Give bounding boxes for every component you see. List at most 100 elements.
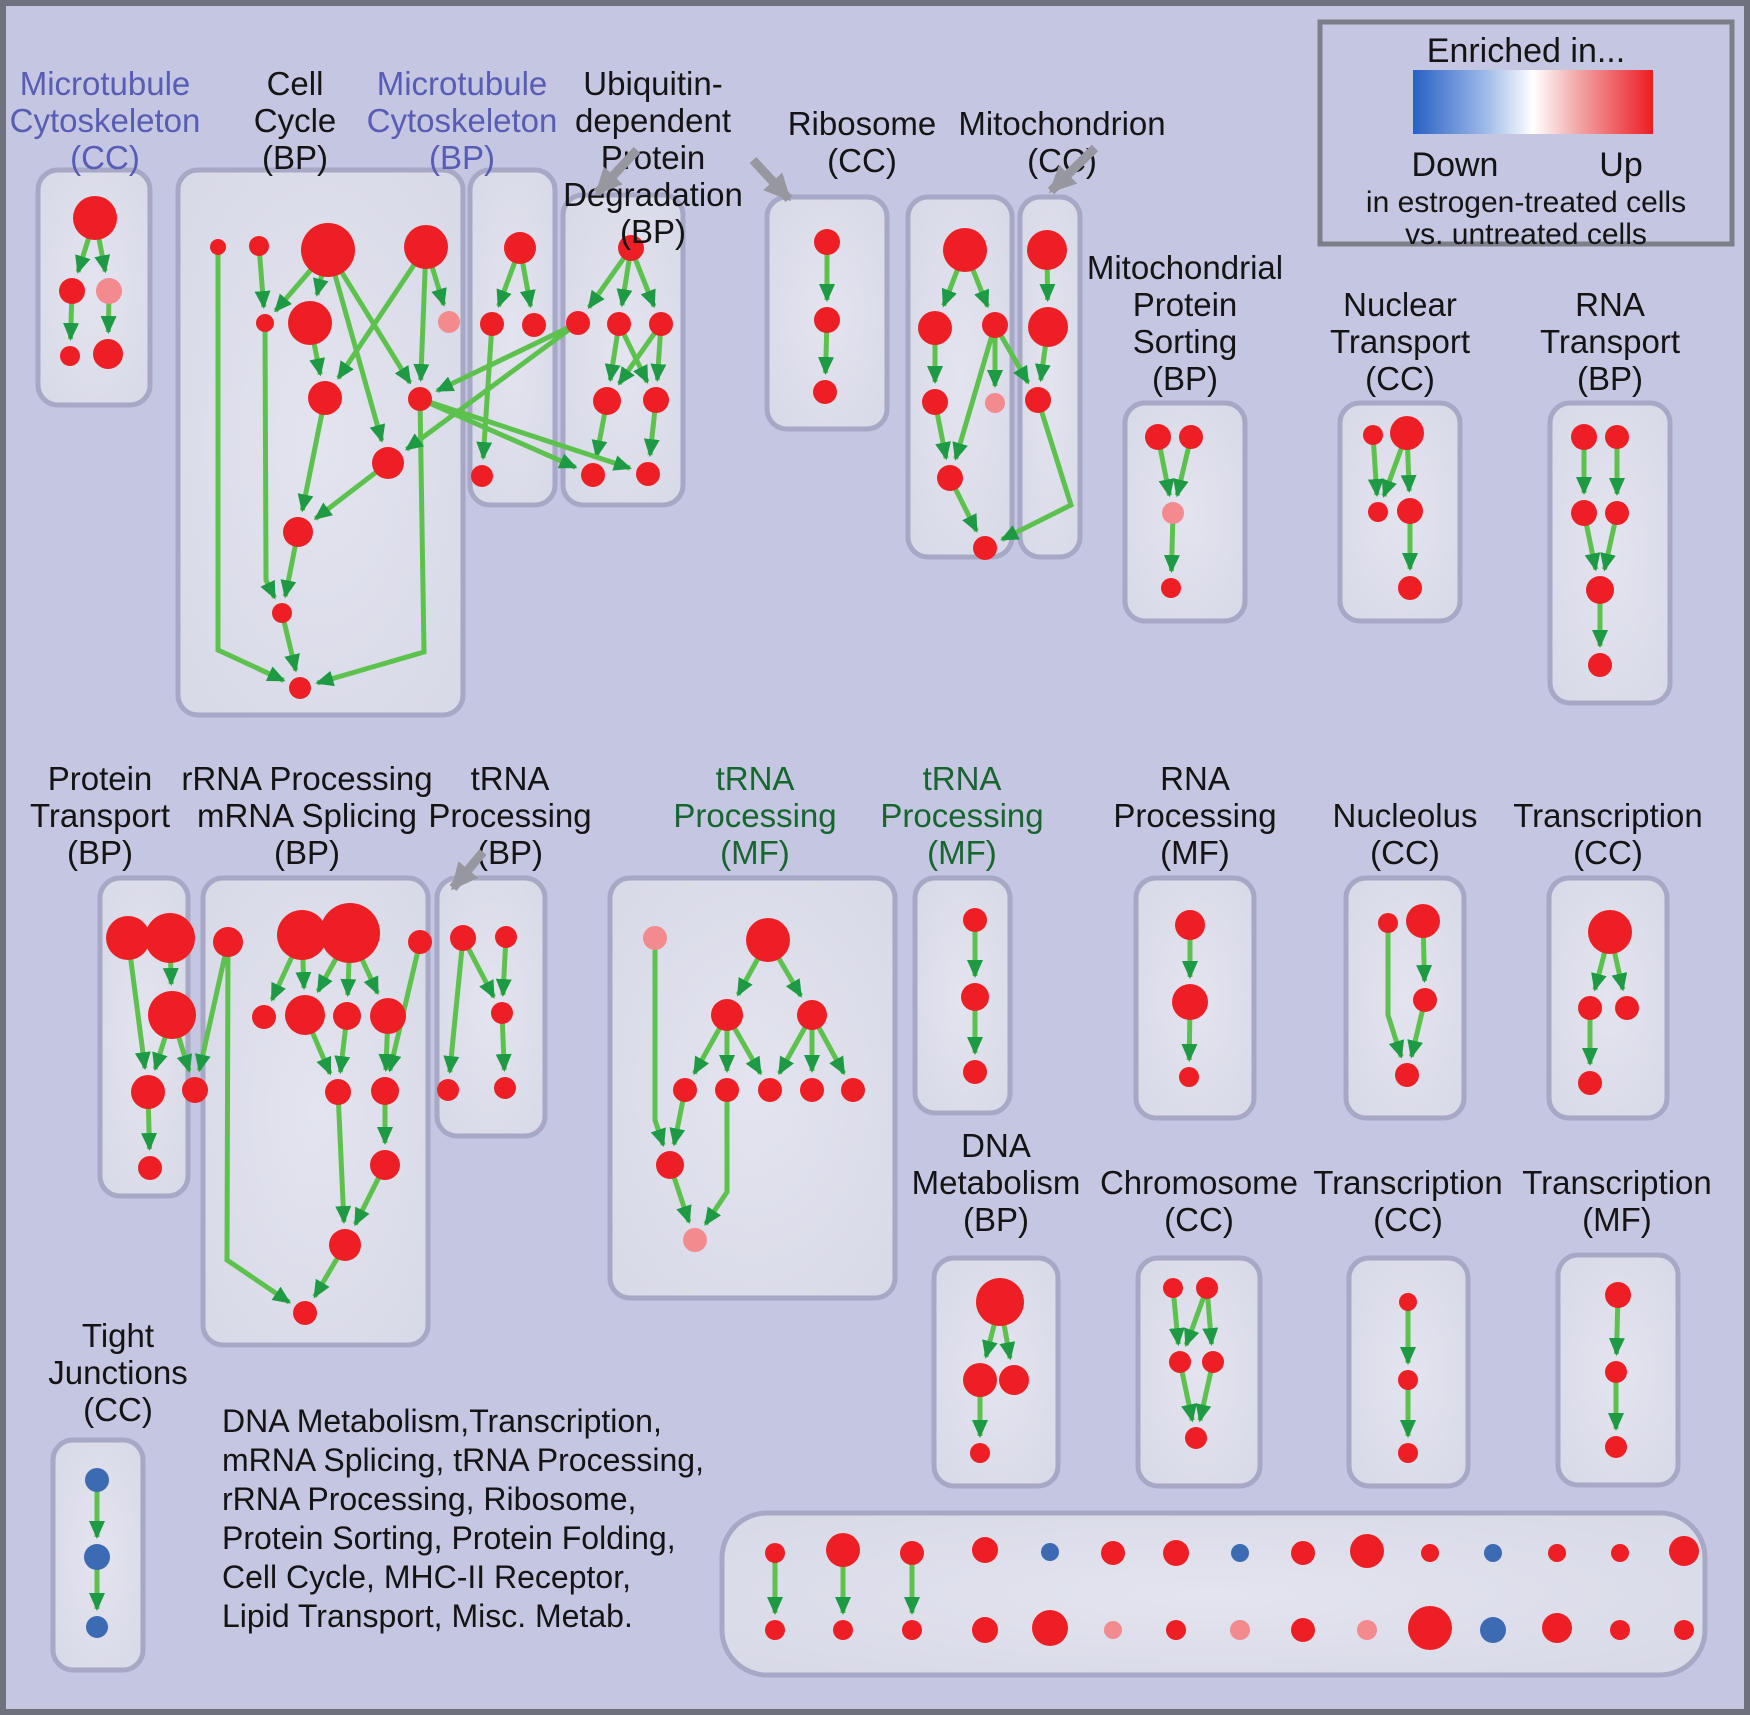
go-term-node [636,462,660,486]
go-term-node [1484,1544,1502,1562]
go-term-node [765,1543,785,1563]
go-term-node [1231,1544,1249,1562]
go-term-node [1605,425,1629,449]
go-term-node [182,1077,208,1103]
go-term-node [1398,1370,1418,1390]
edge-arrow [435,320,580,394]
go-term-node [643,387,669,413]
go-term-node [277,910,327,960]
cluster-label-rrna-processing-mrna-splicing-bp: rRNA Processing mRNA Splicing (BP) [181,760,432,871]
go-term-node [289,677,311,699]
go-term-node [1398,1443,1418,1463]
go-term-node [325,1079,351,1105]
go-term-node [814,307,840,333]
go-term-node [1104,1621,1122,1639]
go-term-node [902,1620,922,1640]
go-term-node [963,908,987,932]
edge-arrow [385,941,423,1073]
edge-arrow [413,246,430,383]
cluster-label-trna-processing-bp: tRNA Processing (BP) [428,760,591,871]
go-term-node [943,228,987,272]
cluster-label-microtubule-cytoskeleton-bp: Microtubule Cytoskeleton (BP) [367,65,558,176]
go-term-node [1571,500,1597,526]
go-term-node [1166,1620,1186,1640]
go-term-node [937,465,963,491]
legend-subtitle-line1: in estrogen-treated cells [1366,186,1686,219]
go-term-node [213,927,243,957]
legend-gradient-bar [1413,70,1653,134]
go-term-node [372,447,404,479]
go-term-node [1588,653,1612,677]
go-term-node [1175,910,1205,940]
go-term-node [976,1278,1024,1326]
go-term-node [1291,1541,1315,1565]
go-term-node [1605,1436,1627,1458]
go-term-node [333,1002,361,1030]
cluster-label-mitochondrion-cc: Mitochondrion (CC) [958,105,1165,179]
go-term-node [480,312,504,336]
go-term-node [1027,230,1067,270]
edge-arrow [1385,923,1405,1059]
go-term-node [1480,1617,1506,1643]
go-term-node [1163,1540,1189,1566]
go-term-node [272,603,292,623]
cluster-box-cell-cycle-bp [175,167,466,718]
cluster-label-nucleolus-cc: Nucleolus (CC) [1333,797,1478,871]
go-term-node [1161,578,1181,598]
go-term-node [1605,1282,1631,1308]
go-term-node [494,1077,516,1099]
cluster-box-chromosome-cc [1135,1255,1263,1489]
go-term-node [308,381,342,415]
edge-arrow [404,320,580,452]
cluster-label-transcription-mf: Transcription (MF) [1522,1164,1712,1238]
go-term-node [970,1443,990,1463]
go-term-node [85,1468,109,1492]
edge-arrow [418,396,578,470]
edge-arrow [335,1091,352,1225]
cluster-box-dna-metabolism-bp [931,1255,1061,1489]
go-term-node [1179,425,1203,449]
go-term-node [285,995,325,1035]
cluster-label-cell-cycle-bp: Cell Cycle (BP) [254,65,337,176]
go-term-node [972,1537,998,1563]
go-term-node [1179,1067,1199,1087]
go-term-node [86,1616,108,1638]
go-term-node [1605,501,1629,525]
go-term-node [1615,996,1639,1020]
go-term-node [1172,984,1208,1020]
go-term-node [1350,1534,1384,1568]
edge-arrow [650,938,666,1147]
go-term-node [593,387,621,415]
go-term-node [1230,1620,1250,1640]
go-term-node [797,1000,827,1030]
go-term-node [922,389,948,415]
go-term-node [1025,387,1051,413]
go-term-node [1578,1071,1602,1095]
go-term-node [813,380,837,404]
pointer-trna-bp [449,849,487,891]
legend-subtitle-line2: vs. untreated cells [1405,218,1647,251]
go-term-node [758,1078,782,1102]
go-term-node [301,223,355,277]
cluster-label-nuclear-transport-cc: Nuclear Transport (CC) [1330,286,1470,397]
go-term-node [1032,1610,1068,1646]
go-term-node [961,983,989,1011]
edge-arrow [325,249,386,443]
go-term-node [1548,1544,1566,1562]
go-term-node [1398,576,1422,600]
edge-arrow [260,322,277,600]
go-term-node [814,229,840,255]
go-term-node [1291,1618,1315,1642]
go-term-node [495,926,517,948]
edge-arrow [315,398,427,687]
cluster-label-ribosome-cc: Ribosome (CC) [788,105,937,179]
go-term-node [715,1078,739,1102]
go-term-node [1669,1536,1699,1566]
edge-arrow [952,324,998,461]
misc-clusters-text: DNA Metabolism,Transcription, mRNA Splici… [222,1403,704,1634]
edge-arrow [336,245,429,380]
cluster-box-mitochondrial-protein-sorting-bp [1122,400,1248,624]
go-term-node [370,1150,400,1180]
go-term-node [833,1620,853,1640]
